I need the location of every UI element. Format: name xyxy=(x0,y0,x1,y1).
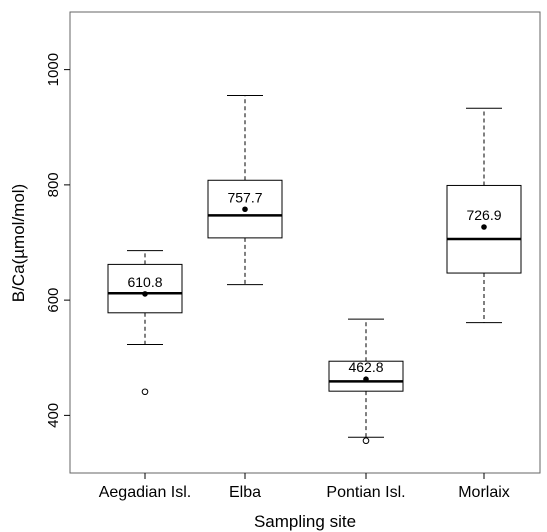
box-group: 462.8 xyxy=(328,318,404,445)
box-group: 757.7 xyxy=(207,95,283,286)
x-axis: Aegadian Isl. Elba Pontian Isl. Morlaix xyxy=(99,473,510,501)
x-axis-label: Sampling site xyxy=(254,512,356,531)
outlier-point xyxy=(141,388,149,396)
mean-label: 610.8 xyxy=(127,274,162,290)
x-tick-label: Aegadian Isl. xyxy=(99,484,192,501)
x-tick-label: Morlaix xyxy=(458,484,510,501)
y-tick-label: 600 xyxy=(45,288,62,313)
y-tick-label: 400 xyxy=(45,403,62,428)
mean-point xyxy=(481,224,487,230)
iqr-box xyxy=(107,263,183,314)
y-axis-label: B/Ca(µmol/mol) xyxy=(9,184,28,302)
mean-label: 726.9 xyxy=(466,207,501,223)
boxes: 610.8 757.7 462.8 726.9 xyxy=(107,95,522,445)
y-tick-label: 1000 xyxy=(45,53,62,86)
y-tick-label: 800 xyxy=(45,172,62,197)
mean-point xyxy=(142,291,148,297)
outlier-point xyxy=(362,437,370,445)
x-tick-label: Elba xyxy=(229,484,261,501)
box-group: 610.8 xyxy=(107,250,183,396)
box-group: 726.9 xyxy=(446,107,522,324)
mean-label: 757.7 xyxy=(227,189,262,205)
mean-point xyxy=(363,376,369,382)
x-tick-label: Pontian Isl. xyxy=(326,484,405,501)
mean-point xyxy=(242,206,248,213)
plot-frame xyxy=(69,11,541,474)
mean-label: 462.8 xyxy=(348,359,383,375)
y-axis: 400 600 800 1000 xyxy=(45,53,70,428)
iqr-box xyxy=(328,360,404,392)
